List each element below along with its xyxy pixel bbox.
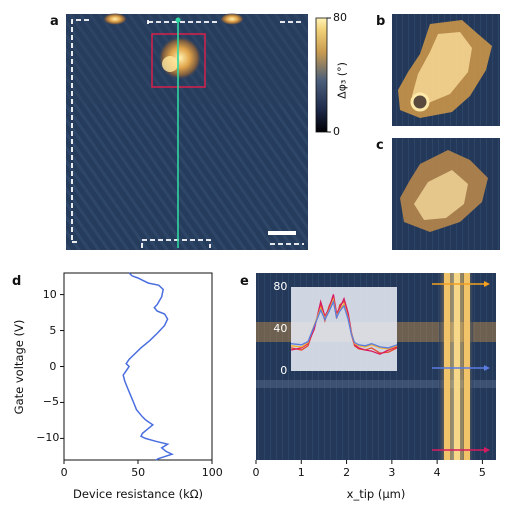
- panel-d-ylabel: Gate voltage (V): [12, 319, 26, 415]
- colorbar-label: Δφ₃ (°): [335, 62, 349, 99]
- dashed-outline: [71, 19, 304, 248]
- inset-ytick-label: 80: [273, 280, 288, 293]
- cut-arrow-head: [484, 281, 490, 287]
- colorbar-max: 80: [333, 11, 347, 24]
- d-ytick-label: 5: [49, 323, 57, 337]
- d-xtick-label: 0: [60, 466, 68, 479]
- colorbar: [315, 17, 328, 133]
- colorbar-min: 0: [333, 125, 340, 138]
- cut-arrow-head: [484, 365, 490, 371]
- panel-e-image: [255, 273, 496, 464]
- e-xtick-label: 2: [343, 466, 351, 479]
- scale-bar: [268, 231, 296, 235]
- inset-ytick-label: 0: [280, 364, 288, 377]
- panel-e-xlabel: x_tip (μm): [346, 487, 406, 501]
- panel-b-image: [392, 14, 500, 126]
- d-ytick-label: 10: [42, 287, 57, 301]
- e-xtick-label: 0: [252, 466, 260, 479]
- d-ytick-label: −5: [42, 395, 60, 409]
- panel-d-plot: [60, 272, 213, 464]
- d-ytick-label: 0: [49, 359, 57, 373]
- cut-arrow-head: [484, 447, 490, 453]
- panel-d-axes: [63, 272, 213, 461]
- panel-c-image: [392, 138, 500, 250]
- panel-a-image: [66, 13, 308, 250]
- panel-label-e: e: [240, 274, 249, 289]
- panel-d-xlabel: Device resistance (kΩ): [72, 487, 204, 501]
- panel-label-c: c: [376, 138, 384, 153]
- e-xtick-label: 4: [433, 466, 441, 479]
- d-ytick-label: −10: [36, 431, 60, 445]
- e-xtick-label: 3: [388, 466, 396, 479]
- panel-label-a: a: [50, 14, 59, 29]
- inset-profile-line: [290, 299, 398, 349]
- d-xtick-label: 50: [131, 466, 146, 479]
- resistance-curve: [122, 272, 175, 461]
- inset-ytick-label: 40: [273, 322, 288, 335]
- panel-label-b: b: [376, 14, 386, 29]
- flake-hotspot: [158, 36, 202, 80]
- e-xtick-label: 1: [297, 466, 305, 479]
- panel-label-d: d: [12, 274, 22, 289]
- e-xtick-label: 5: [478, 466, 486, 479]
- d-xtick-label: 100: [201, 466, 223, 479]
